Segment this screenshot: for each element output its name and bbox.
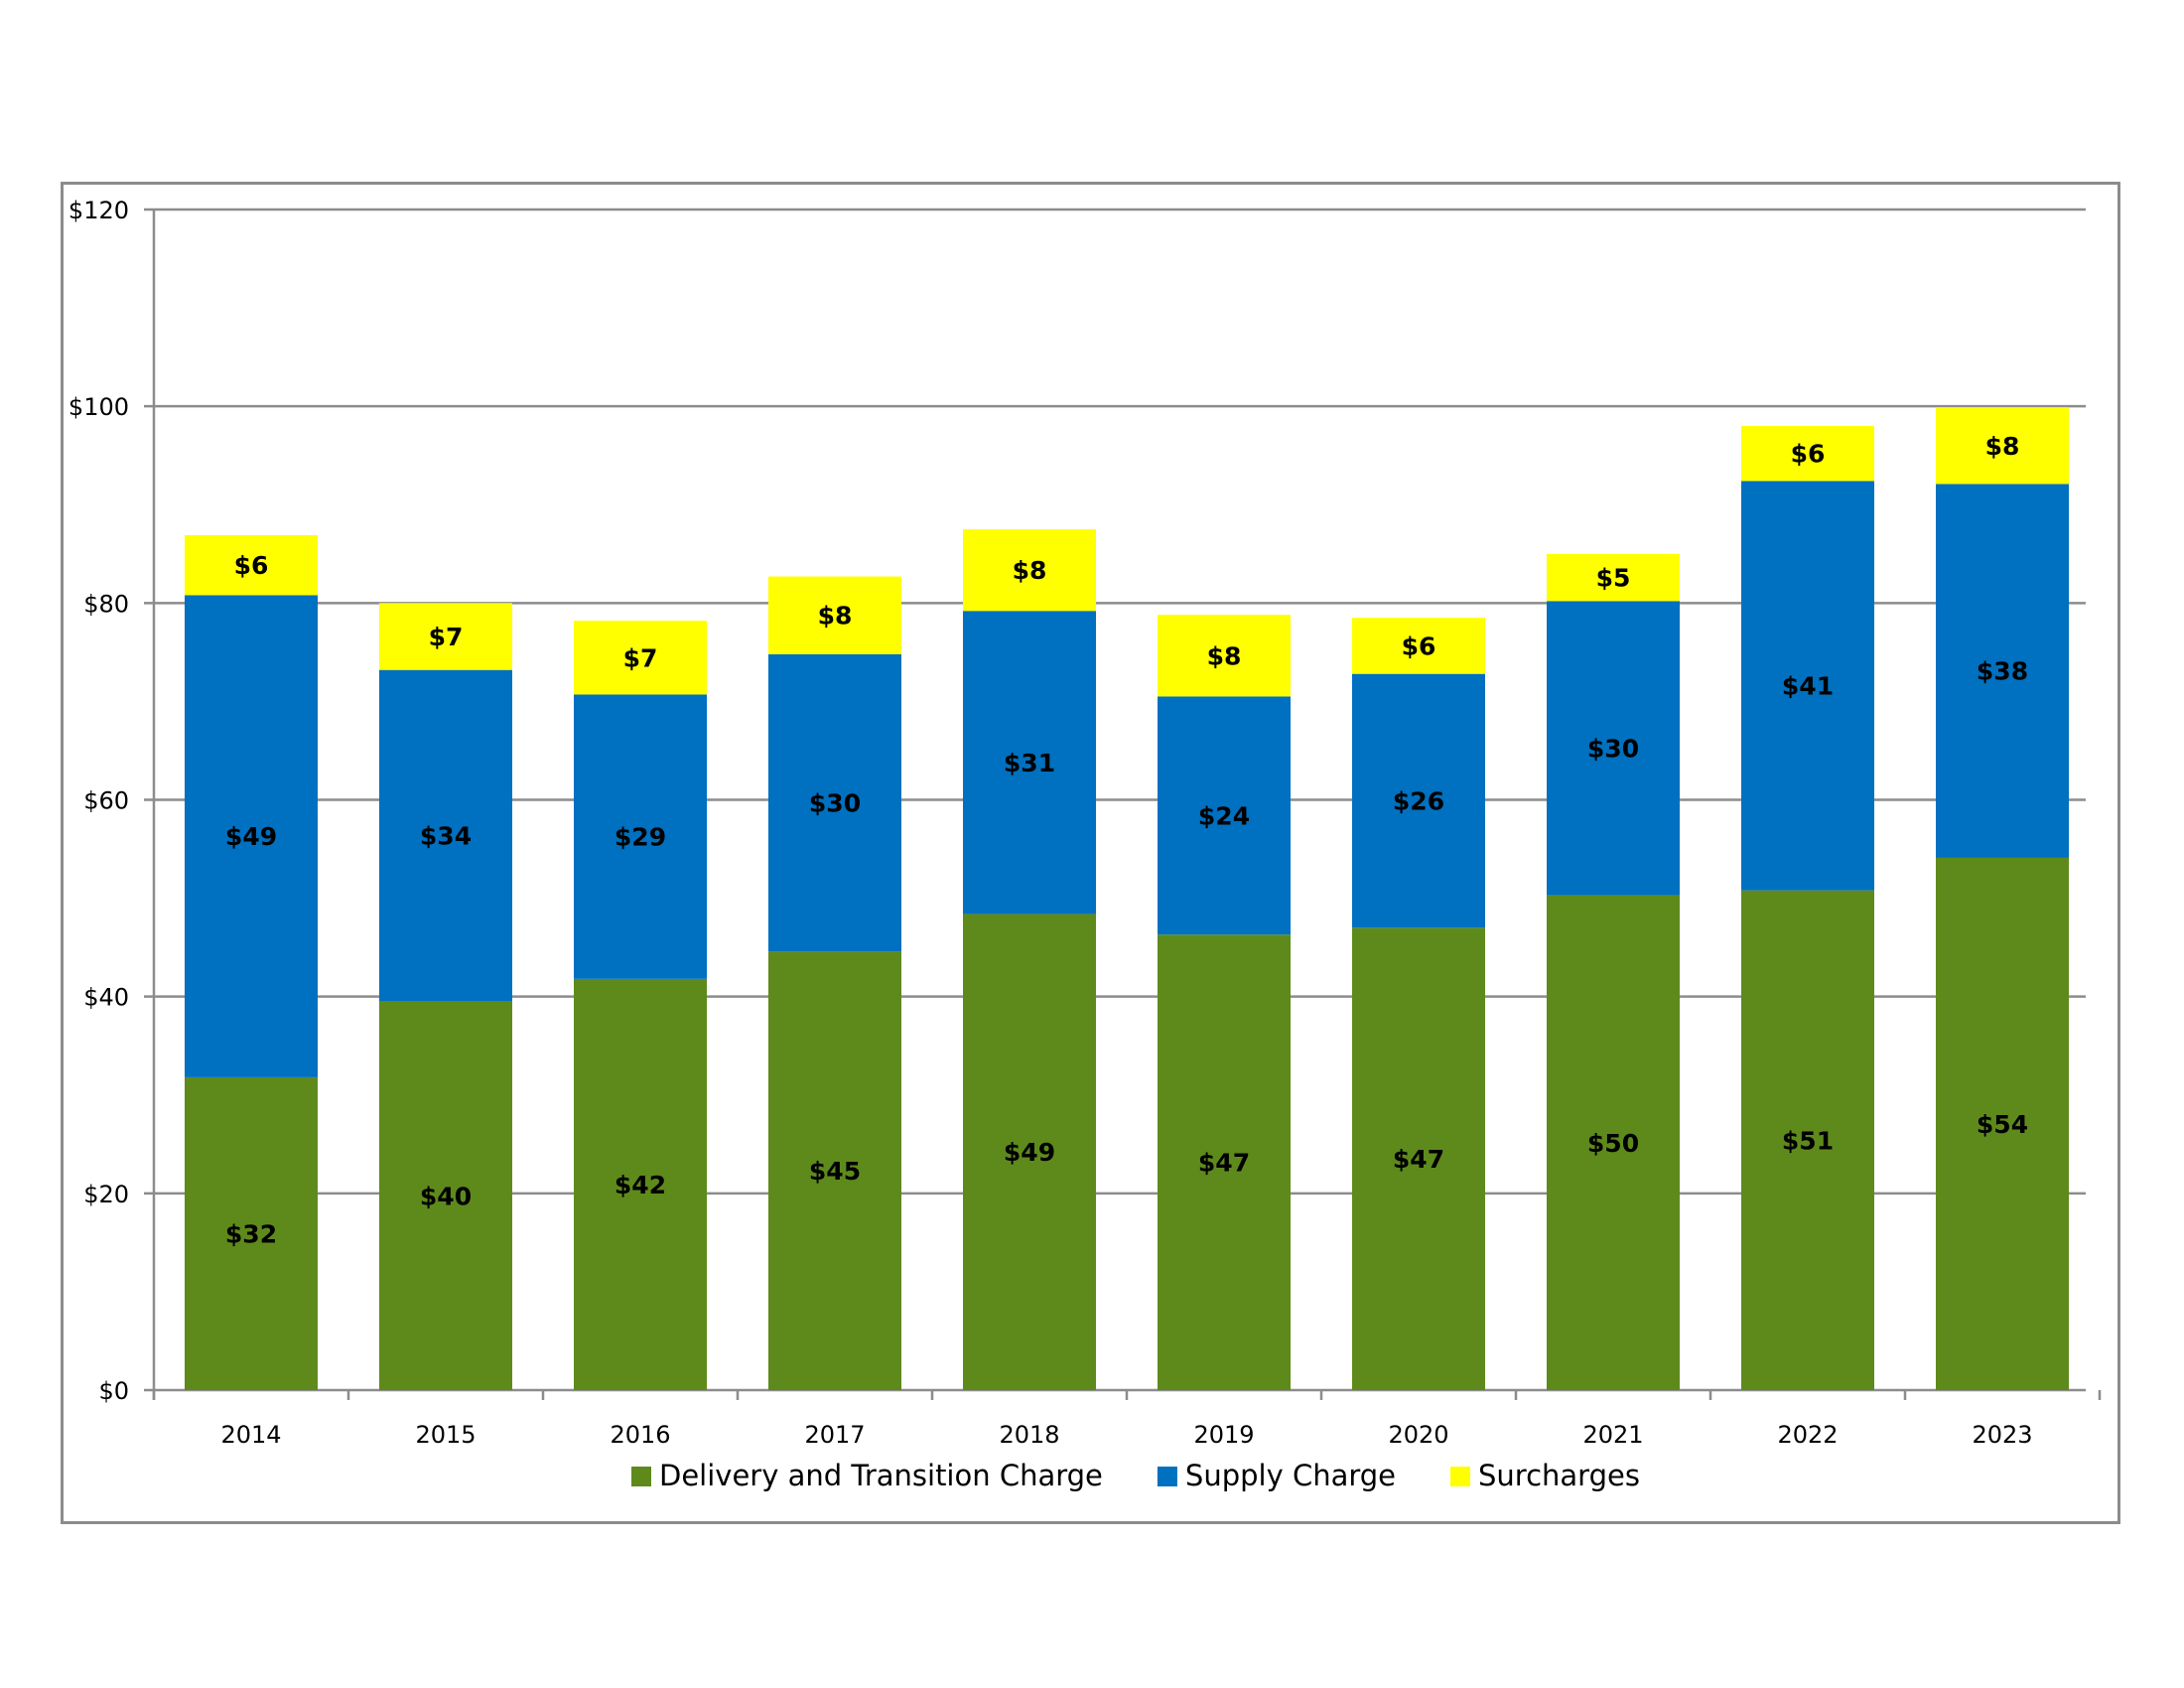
bar-segment-supply-charge — [379, 669, 512, 1002]
data-label: $42 — [614, 1171, 666, 1199]
data-label: $6 — [1402, 632, 1436, 660]
data-label: $8 — [1207, 641, 1242, 670]
bar-segment-delivery-and-transition-charge — [1158, 934, 1291, 1390]
data-labels: $32 $49 $6 $40 $34 $7 $42 $29 $7 $45 $30 $8 $49 $31 $8… — [225, 432, 2028, 1249]
bar-segment-supply-charge — [1352, 673, 1485, 928]
bar-segment-surcharges — [963, 529, 1096, 612]
legend-label: Supply Charge — [1185, 1459, 1396, 1492]
legend-label: Delivery and Transition Charge — [659, 1459, 1103, 1492]
data-label: $50 — [1587, 1129, 1639, 1158]
data-label: $29 — [614, 823, 666, 852]
data-label: $49 — [1004, 1138, 1055, 1167]
data-label: $49 — [225, 822, 277, 851]
y-tick-label: $100 — [68, 393, 129, 421]
y-tick-label: $40 — [83, 984, 129, 1012]
legend-swatch — [1157, 1467, 1177, 1486]
bar-segment-surcharges — [1352, 618, 1485, 674]
y-tick-label: $0 — [98, 1377, 129, 1405]
bars — [185, 407, 2069, 1390]
legend-swatch — [1450, 1467, 1471, 1486]
data-label: $40 — [420, 1182, 472, 1210]
data-label: $7 — [623, 643, 658, 672]
data-label: $8 — [818, 602, 853, 631]
data-label: $30 — [809, 788, 861, 817]
bar-segment-surcharges — [185, 534, 318, 596]
x-tick-label: 2014 — [220, 1421, 281, 1449]
data-label: $47 — [1393, 1145, 1444, 1174]
data-label: $38 — [1977, 657, 2028, 686]
bar-segment-supply-charge — [574, 694, 707, 979]
bar-segment-surcharges — [379, 603, 512, 670]
bar-segment-supply-charge — [1158, 696, 1291, 935]
x-tick-label: 2017 — [804, 1421, 865, 1449]
data-label: $54 — [1977, 1110, 2028, 1139]
data-label: $24 — [1198, 801, 1250, 830]
bar-segment-delivery-and-transition-charge — [1547, 895, 1680, 1390]
bar-segment-supply-charge — [1936, 484, 2069, 858]
bar-segment-delivery-and-transition-charge — [185, 1076, 318, 1390]
bar-segment-supply-charge — [1547, 601, 1680, 896]
bar-segment-surcharges — [1741, 425, 1874, 482]
bar-segment-delivery-and-transition-charge — [768, 951, 901, 1390]
bar-segment-surcharges — [768, 576, 901, 654]
data-label: $51 — [1782, 1126, 1834, 1155]
data-label: $6 — [1791, 440, 1826, 469]
data-label: $7 — [429, 623, 464, 651]
data-label: $8 — [1013, 556, 1047, 585]
x-tick-label: 2020 — [1388, 1421, 1448, 1449]
x-tick-label: 2022 — [1777, 1421, 1838, 1449]
x-tick-label: 2023 — [1972, 1421, 2032, 1449]
bar-segment-supply-charge — [768, 653, 901, 952]
data-label: $31 — [1004, 749, 1055, 777]
x-tick-label: 2021 — [1582, 1421, 1643, 1449]
data-label: $5 — [1596, 564, 1631, 593]
bar-segment-surcharges — [1547, 553, 1680, 602]
bar-segment-surcharges — [1936, 407, 2069, 485]
bar-segment-delivery-and-transition-charge — [963, 914, 1096, 1390]
bar-segment-delivery-and-transition-charge — [1741, 890, 1874, 1390]
bar-segment-delivery-and-transition-charge — [379, 1001, 512, 1390]
bar-segment-supply-charge — [185, 595, 318, 1077]
data-label: $8 — [1985, 432, 2020, 461]
data-label: $6 — [234, 551, 269, 580]
legend: Delivery and Transition Charge Supply Cha… — [631, 1459, 1640, 1492]
data-label: $45 — [809, 1157, 861, 1186]
axes: $0 $20 $40 $60 $80 $100 $120 2014 2015 2016 2017 20… — [68, 197, 2102, 1449]
bar-segment-surcharges — [1158, 615, 1291, 697]
data-label: $32 — [225, 1219, 277, 1248]
x-tick-label: 2015 — [415, 1421, 476, 1449]
bar-segment-delivery-and-transition-charge — [1936, 857, 2069, 1390]
bar-segment-supply-charge — [1741, 481, 1874, 891]
x-tick-label: 2018 — [999, 1421, 1059, 1449]
data-label: $30 — [1587, 734, 1639, 763]
chart-frame — [61, 182, 2120, 1524]
data-label: $47 — [1198, 1149, 1250, 1178]
bar-segment-delivery-and-transition-charge — [574, 978, 707, 1390]
y-tick-label: $80 — [83, 590, 129, 618]
x-tick-label: 2019 — [1193, 1421, 1254, 1449]
legend-swatch — [631, 1467, 651, 1486]
bar-segment-surcharges — [574, 621, 707, 695]
y-tick-label: $120 — [68, 197, 129, 224]
y-tick-label: $60 — [83, 787, 129, 815]
legend-label: Surcharges — [1478, 1459, 1640, 1492]
bar-segment-supply-charge — [963, 611, 1096, 914]
x-tick-label: 2016 — [610, 1421, 670, 1449]
data-label: $41 — [1782, 672, 1834, 701]
bar-segment-delivery-and-transition-charge — [1352, 927, 1485, 1390]
y-tick-label: $20 — [83, 1181, 129, 1208]
data-label: $26 — [1393, 786, 1444, 815]
data-label: $34 — [420, 822, 472, 851]
